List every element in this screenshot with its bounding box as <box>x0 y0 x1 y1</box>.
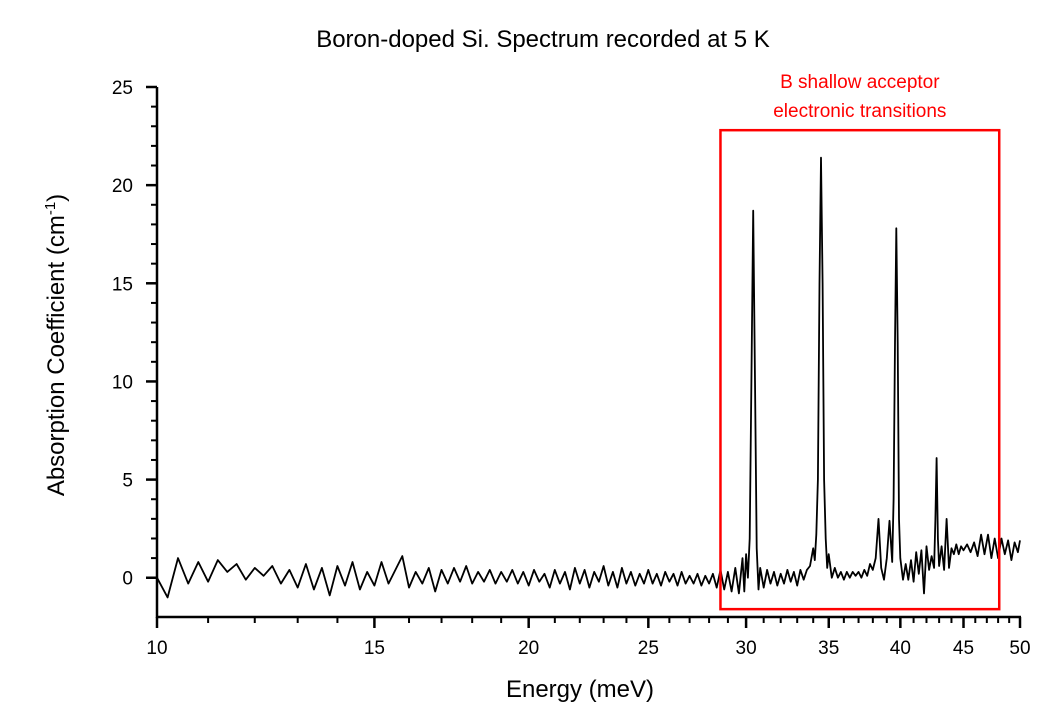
x-axis-label: Energy (meV) <box>506 676 654 703</box>
x-tick-label: 45 <box>953 638 974 659</box>
x-tick-label: 40 <box>890 638 911 659</box>
y-axis-label-close: ) <box>43 194 70 202</box>
annotation-line-1: B shallow acceptor <box>780 72 940 93</box>
y-axis-label: Absorption Coefficient (cm-1) <box>42 194 70 496</box>
y-axis-label-superscript: -1 <box>42 202 59 215</box>
y-tick-label: 0 <box>122 569 133 590</box>
x-tick-label: 25 <box>638 638 659 659</box>
y-axis-label-text: Absorption Coefficient (cm <box>43 215 70 496</box>
y-tick-label: 20 <box>112 176 133 197</box>
x-tick-label: 35 <box>818 638 839 659</box>
annotation-line-2: electronic transitions <box>773 101 946 122</box>
y-tick-label: 5 <box>122 471 133 492</box>
annotation-box <box>719 128 1001 611</box>
x-tick-label: 20 <box>518 638 539 659</box>
spectrum-line <box>156 156 1021 599</box>
x-tick-label: 50 <box>1009 638 1030 659</box>
x-tick-label: 15 <box>364 638 385 659</box>
x-tick-label: 10 <box>146 638 167 659</box>
y-tick-label: 15 <box>112 274 133 295</box>
chart-title: Boron-doped Si. Spectrum recorded at 5 K <box>316 26 770 53</box>
y-tick-label: 25 <box>112 78 133 99</box>
y-tick-label: 10 <box>112 372 133 393</box>
x-tick-label: 30 <box>736 638 757 659</box>
axis-ticks: 10 15 20 25 30 35 40 45 50 0 5 10 15 20 25 <box>112 78 1031 659</box>
